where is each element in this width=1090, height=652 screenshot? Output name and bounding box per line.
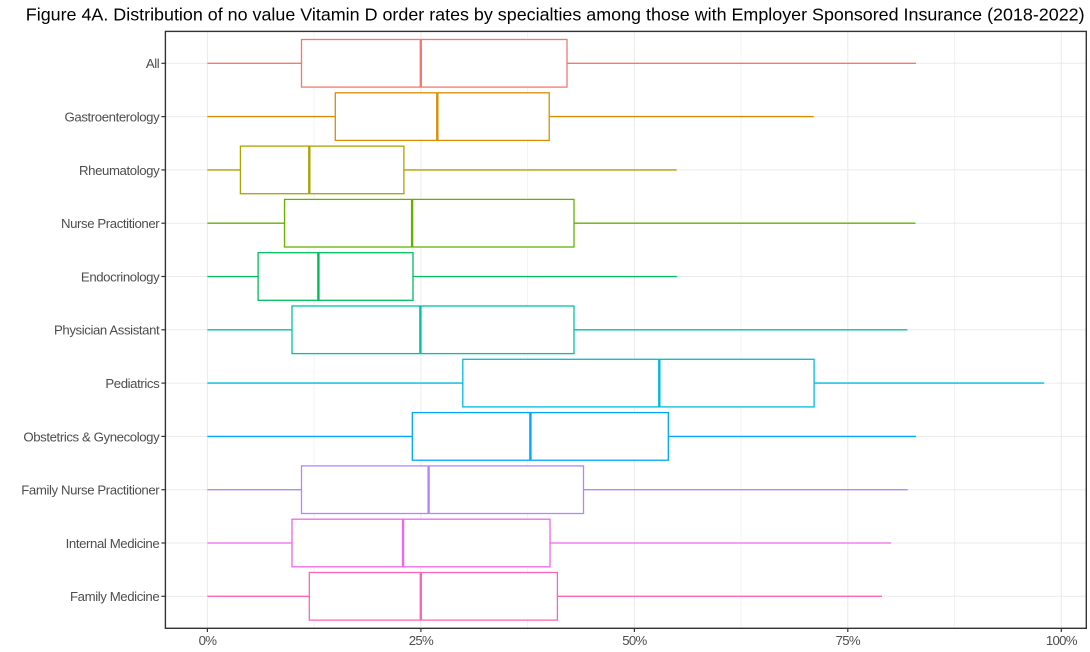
svg-text:Internal Medicine: Internal Medicine [66, 536, 160, 551]
svg-text:Nurse Practitioner: Nurse Practitioner [61, 216, 160, 231]
svg-text:Rheumatology: Rheumatology [79, 163, 160, 178]
svg-text:Family Nurse Practitioner: Family Nurse Practitioner [21, 483, 160, 498]
svg-text:All: All [146, 56, 160, 71]
svg-text:50%: 50% [622, 633, 647, 648]
svg-text:75%: 75% [836, 633, 861, 648]
svg-text:Gastroenterology: Gastroenterology [65, 110, 161, 125]
svg-text:Physician Assistant: Physician Assistant [54, 323, 160, 338]
svg-text:Family Medicine: Family Medicine [70, 589, 159, 604]
svg-text:25%: 25% [409, 633, 434, 648]
svg-text:0%: 0% [199, 633, 218, 648]
svg-text:Pediatrics: Pediatrics [105, 376, 160, 391]
svg-text:Figure 4A. Distribution of no: Figure 4A. Distribution of no value Vita… [26, 5, 1085, 25]
svg-text:100%: 100% [1046, 633, 1078, 648]
svg-text:Obstetrics & Gynecology: Obstetrics & Gynecology [23, 429, 160, 444]
svg-text:Endocrinology: Endocrinology [81, 269, 160, 284]
